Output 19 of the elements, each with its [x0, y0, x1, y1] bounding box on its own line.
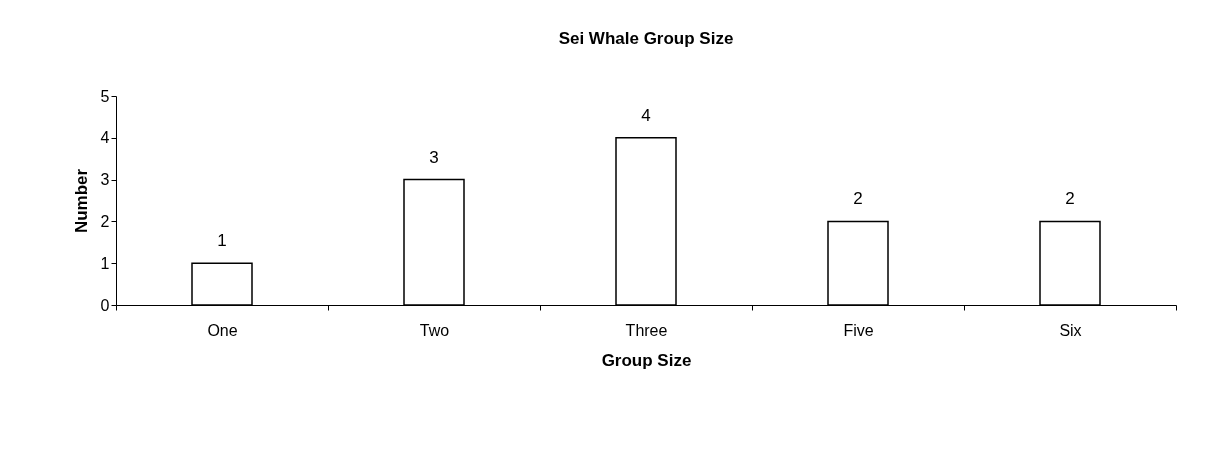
- data-label: 2: [1065, 189, 1075, 209]
- y-tick-label: 3: [100, 171, 110, 189]
- data-label: 1: [217, 231, 227, 251]
- x-tick-label: Two: [419, 321, 450, 339]
- y-tick-label: 5: [100, 87, 110, 105]
- data-label: 2: [853, 189, 863, 209]
- x-tick-label: One: [207, 321, 238, 339]
- y-axis-title: Number: [71, 168, 91, 234]
- data-label: 3: [429, 147, 439, 167]
- x-tick-label: Six: [1059, 321, 1082, 339]
- x-axis-title: Group Size: [601, 350, 692, 370]
- x-tick-label: Five: [843, 321, 874, 339]
- y-tick-label: 2: [100, 212, 110, 230]
- x-tick-label: Three: [625, 321, 668, 339]
- y-tick-label: 4: [100, 129, 110, 147]
- chart-title: Sei Whale Group Size: [558, 29, 734, 48]
- y-tick-label: 0: [100, 296, 110, 314]
- y-tick-label: 1: [100, 254, 110, 272]
- data-label: 4: [641, 105, 651, 125]
